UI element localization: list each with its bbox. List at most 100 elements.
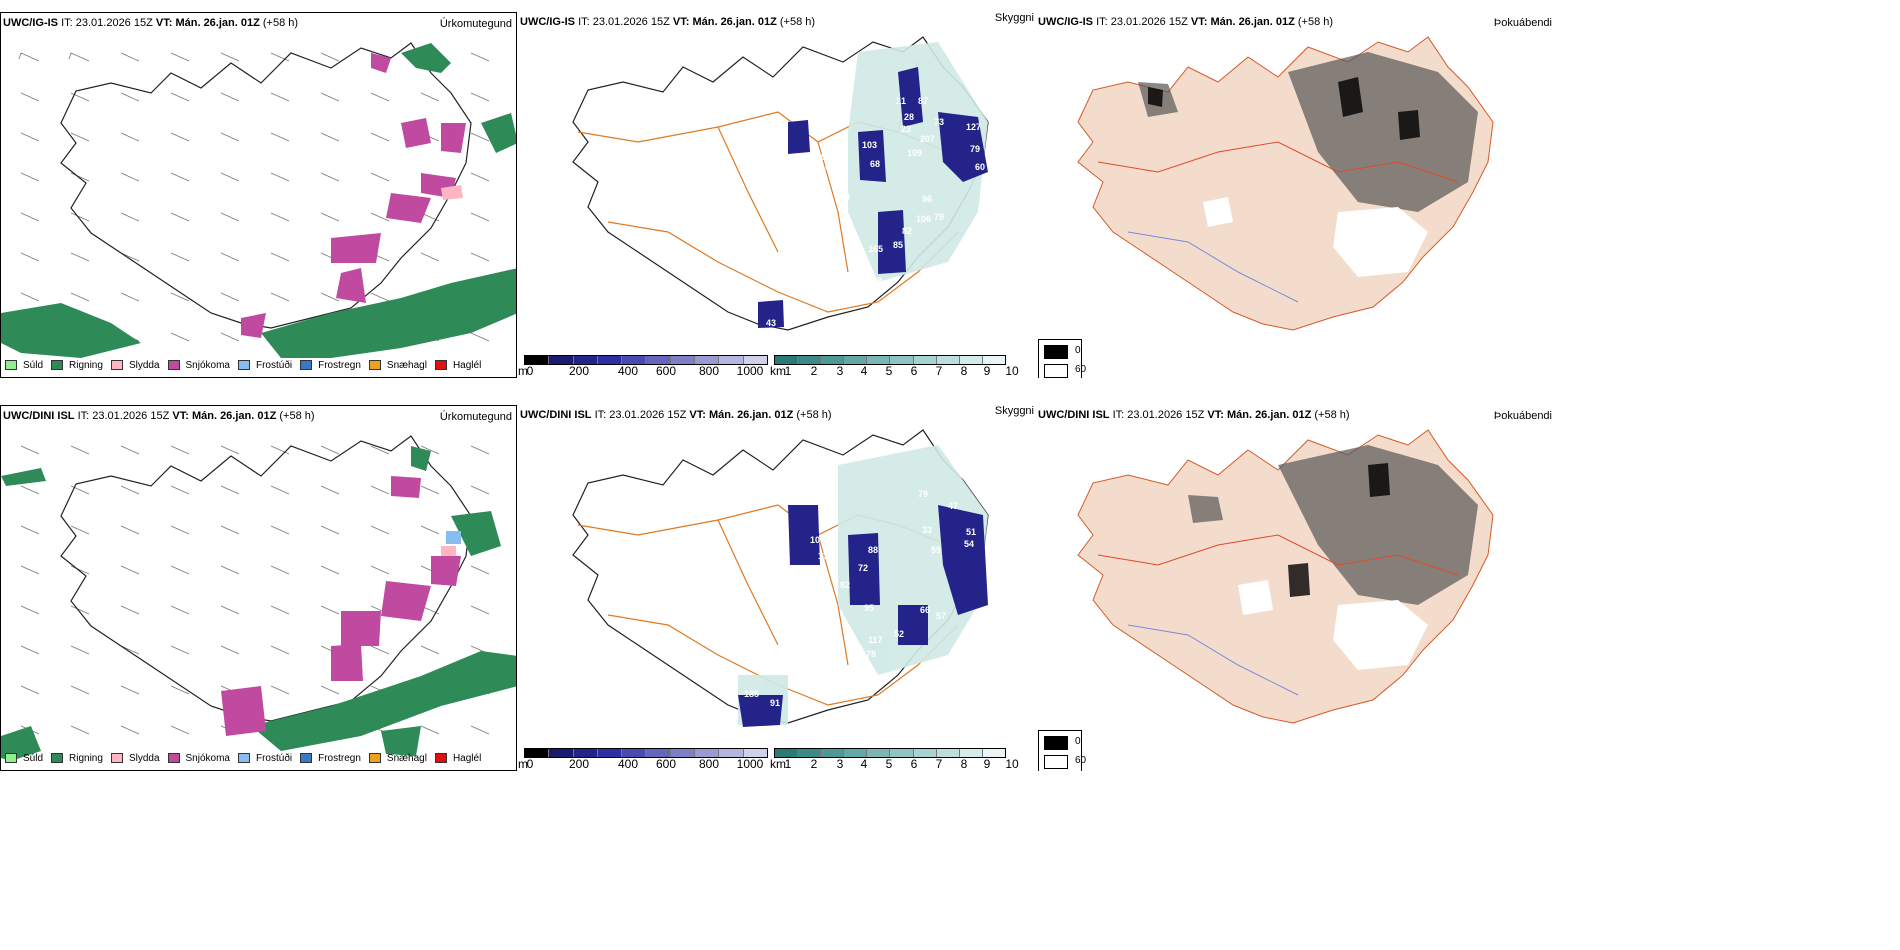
visibility-value: 73 bbox=[934, 117, 944, 127]
panel-title-fog: Þokuábendi bbox=[1493, 410, 1552, 422]
km-colorbar bbox=[774, 748, 1006, 758]
fog-legend-swatch-white bbox=[1044, 364, 1068, 378]
visibility-value: 60 bbox=[975, 162, 985, 172]
vt-label: VT: bbox=[1207, 409, 1224, 421]
vt-label: VT: bbox=[689, 409, 706, 421]
tick-label: 2 bbox=[810, 757, 818, 771]
lead-time: (+58 h) bbox=[262, 17, 299, 29]
visibility-value: 79 bbox=[918, 489, 928, 499]
visibility-value: 80 bbox=[836, 176, 846, 186]
visibility-value: 91 bbox=[770, 698, 780, 708]
freezing-drizzle-areas bbox=[446, 531, 461, 544]
fog-legend-box: 0 60 bbox=[1038, 339, 1086, 378]
iceland-outline bbox=[60, 42, 472, 329]
vt-label: VT: bbox=[155, 17, 173, 29]
visibility-value: 109 bbox=[907, 148, 922, 158]
model-name: UWC/DINI ISL bbox=[1038, 409, 1110, 421]
legend-item: Frostregn bbox=[300, 753, 361, 764]
it-label: IT: bbox=[1096, 16, 1108, 28]
init-time: 23.01.2026 15Z bbox=[592, 16, 670, 28]
lead-time: (+58 h) bbox=[1314, 409, 1350, 421]
low-visibility-areas bbox=[738, 505, 988, 727]
visibility-value: 88 bbox=[868, 545, 878, 555]
legend-swatch-sleet bbox=[110, 360, 123, 370]
tick-label: 3 bbox=[836, 757, 844, 771]
vt-label: VT: bbox=[1190, 16, 1208, 28]
tick-label: 8 bbox=[960, 757, 968, 771]
legend-swatch-snow-pellets bbox=[368, 753, 381, 763]
legend-swatch-freezing-rain bbox=[300, 360, 313, 370]
iceland-outline bbox=[60, 435, 472, 722]
snow-areas bbox=[221, 476, 461, 736]
visibility-value: 87 bbox=[918, 96, 928, 106]
valid-time: Mán. 26.jan. 01Z bbox=[692, 16, 777, 28]
legend-swatch-snow bbox=[167, 753, 180, 763]
model-name: UWC/IG-IS bbox=[520, 16, 575, 28]
it-label: IT: bbox=[578, 16, 590, 28]
visibility-value: 68 bbox=[870, 159, 880, 169]
visibility-value: 57 bbox=[936, 611, 946, 621]
roads-rivers bbox=[1097, 534, 1459, 696]
visibility-value: 68 bbox=[872, 276, 882, 286]
tick-label: 2 bbox=[810, 364, 818, 378]
valid-time: Mán. 26.jan. 01Z bbox=[708, 409, 794, 421]
wind-barbs bbox=[18, 52, 490, 342]
km-unit: km bbox=[770, 757, 786, 771]
meters-colorbar bbox=[524, 748, 768, 758]
sleet-areas bbox=[441, 185, 463, 200]
model-name: UWC/DINI ISL bbox=[520, 409, 592, 421]
lead-time: (+58 h) bbox=[279, 410, 315, 422]
tick-label: 7 bbox=[935, 364, 943, 378]
fog-legend-box: 0 60 bbox=[1038, 730, 1086, 771]
visibility-panel-bottom: UWC/DINI ISL IT: 23.01.2026 15Z VT: Mán.… bbox=[518, 405, 1038, 771]
fog-map bbox=[1077, 36, 1494, 331]
visibility-value: 165 bbox=[868, 244, 883, 254]
fog-legend-min: 60 bbox=[1075, 364, 1087, 375]
fog-legend-min: 60 bbox=[1075, 755, 1087, 766]
init-time: 23.01.2026 15Z bbox=[92, 410, 170, 422]
legend-swatch-freezing-rain bbox=[300, 753, 313, 763]
fog-legend-max: 0 bbox=[1075, 345, 1081, 356]
it-label: IT: bbox=[61, 17, 73, 29]
it-label: IT: bbox=[77, 410, 90, 422]
legend-swatch-freezing-drizzle bbox=[237, 753, 250, 763]
tick-label: 3 bbox=[836, 364, 844, 378]
legend-item: Slydda bbox=[110, 753, 160, 764]
visibility-value: 59 bbox=[931, 545, 941, 555]
panel-header: UWC/IG-IS IT: 23.01.2026 15Z VT: Mán. 26… bbox=[1038, 16, 1333, 28]
fog-indicator-panel-top: 0 60 UWC/IG-IS IT: 23.01.2026 15Z VT: Má… bbox=[1038, 12, 1558, 378]
visibility-value: 52 bbox=[894, 629, 904, 639]
panel-title-visibility: Skyggni bbox=[994, 12, 1034, 24]
panel-title-precip: Úrkomutegund bbox=[439, 411, 512, 423]
tick-label: 0 bbox=[526, 757, 534, 771]
init-time: 23.01.2026 15Z bbox=[75, 17, 153, 29]
tick-label: 1 bbox=[784, 364, 792, 378]
legend-item: Snjókoma bbox=[167, 753, 230, 764]
clear-areas bbox=[1238, 580, 1428, 670]
precip-map bbox=[1, 435, 516, 761]
legend-item: Snæhagl bbox=[368, 753, 427, 764]
tick-label: 1 bbox=[784, 757, 792, 771]
visibility-map: 79 47 100 51 110 54 88 33 59 72 82 95 66… bbox=[572, 429, 989, 727]
visibility-value: 79 bbox=[776, 116, 786, 126]
tick-label: 7 bbox=[935, 757, 943, 771]
visibility-value: 96 bbox=[922, 194, 932, 204]
visibility-value: 51 bbox=[966, 527, 976, 537]
visibility-value: 21 bbox=[896, 96, 906, 106]
tick-label: 800 bbox=[698, 364, 720, 378]
tick-label: 600 bbox=[655, 757, 677, 771]
visibility-value: 54 bbox=[964, 539, 974, 549]
tick-label: 200 bbox=[568, 364, 590, 378]
visibility-labels: 79 47 100 51 110 54 88 33 59 72 82 95 66… bbox=[744, 489, 976, 708]
valid-time: Mán. 26.jan. 01Z bbox=[1226, 409, 1312, 421]
visibility-value: 23 bbox=[901, 124, 911, 134]
vt-label: VT: bbox=[672, 16, 690, 28]
legend-swatch-freezing-drizzle bbox=[237, 360, 250, 370]
tick-label: 10 bbox=[1005, 364, 1019, 378]
legend-item: Súld bbox=[5, 360, 43, 371]
precip-type-panel-bottom: UWC/DINI ISL IT: 23.01.2026 15Z VT: Mán.… bbox=[0, 405, 517, 771]
tick-label: 9 bbox=[983, 757, 991, 771]
tick-label: 1000 bbox=[736, 364, 764, 378]
km-unit: km bbox=[770, 364, 786, 378]
visibility-value: 33 bbox=[922, 525, 932, 535]
